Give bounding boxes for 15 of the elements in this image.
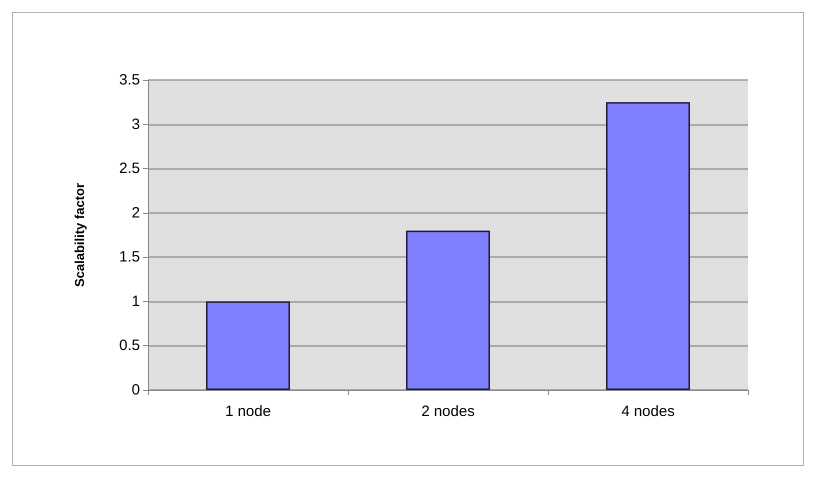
y-tick-label: 0 <box>132 382 140 398</box>
bar <box>406 230 490 390</box>
y-axis-title: Scalability factor <box>72 182 87 288</box>
y-tick-label: 2 <box>132 204 140 222</box>
y-tick-label: 0.5 <box>119 337 140 354</box>
y-tick-label: 1.5 <box>119 248 140 266</box>
y-tick-label: 3.5 <box>119 72 140 88</box>
bar <box>206 301 290 390</box>
x-tick-label: 1 node <box>225 403 271 420</box>
y-tick-label: 2.5 <box>119 160 140 178</box>
y-tick-label: 3 <box>132 116 140 133</box>
x-tick-label: 4 nodes <box>621 403 675 420</box>
bar <box>606 102 690 390</box>
y-tick-label: 1 <box>132 292 140 310</box>
x-tick-label: 2 nodes <box>421 403 475 420</box>
